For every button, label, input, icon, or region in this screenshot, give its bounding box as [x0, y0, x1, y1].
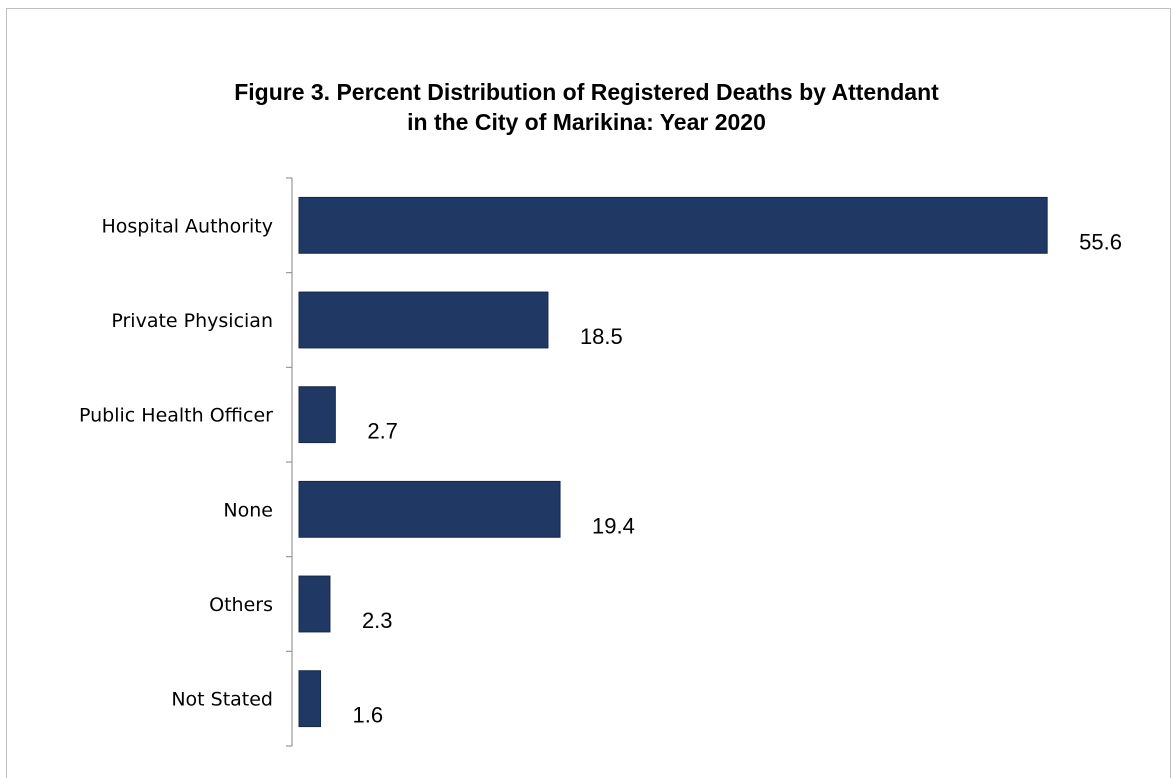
chart-title-line-2: in the City of Marikina: Year 2020 — [407, 109, 766, 135]
category-axis — [286, 177, 293, 747]
category-label: Private Physician — [111, 310, 273, 332]
bar-series — [298, 196, 1048, 728]
labels-layer: Hospital Authority 55.6 Private Physician 1… — [79, 215, 1122, 727]
category-label: Public Health Officer — [79, 405, 273, 427]
data-label: 2.7 — [367, 419, 398, 444]
chart-title-line-1: Figure 3. Percent Distribution of Regist… — [234, 79, 939, 105]
category-label: Not Stated — [171, 689, 273, 711]
category-label: Others — [209, 594, 273, 616]
data-label: 1.6 — [353, 703, 384, 728]
bar — [298, 575, 331, 633]
chart-frame — [6, 8, 1171, 778]
data-label: 19.4 — [592, 513, 635, 538]
bar — [298, 386, 336, 444]
bar — [298, 196, 1048, 254]
data-label: 2.3 — [362, 608, 393, 633]
bar — [298, 480, 561, 538]
bar — [298, 291, 549, 349]
chart-title: Figure 3. Percent Distribution of Regist… — [0, 77, 1173, 137]
data-label: 55.6 — [1079, 229, 1122, 254]
category-label: Hospital Authority — [101, 215, 273, 237]
category-label: None — [223, 499, 273, 521]
data-label: 18.5 — [580, 324, 623, 349]
bar — [298, 670, 322, 728]
